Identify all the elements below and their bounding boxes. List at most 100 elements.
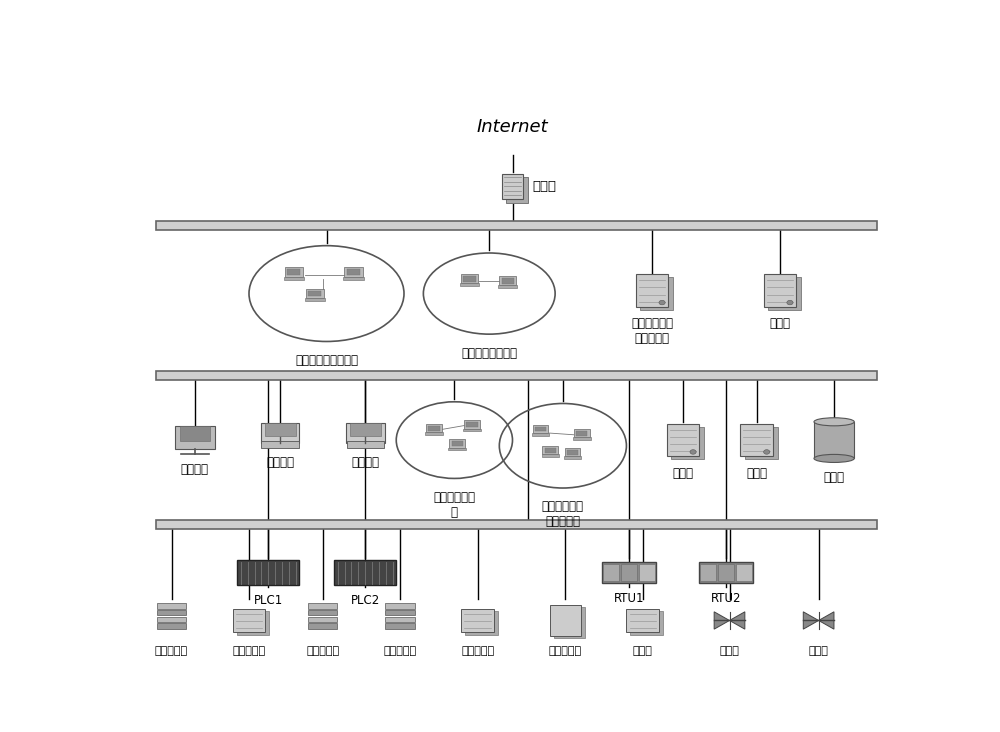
Text: 防火墙: 防火墙 (533, 180, 557, 193)
Polygon shape (803, 612, 819, 630)
FancyBboxPatch shape (261, 441, 299, 448)
Text: 服务器: 服务器 (746, 466, 767, 479)
FancyBboxPatch shape (284, 277, 304, 280)
FancyBboxPatch shape (463, 429, 481, 431)
FancyBboxPatch shape (463, 276, 476, 282)
Circle shape (764, 449, 770, 454)
FancyBboxPatch shape (764, 274, 796, 307)
Circle shape (787, 300, 793, 305)
FancyBboxPatch shape (768, 277, 801, 310)
FancyBboxPatch shape (498, 285, 517, 288)
Text: 服务器: 服务器 (769, 317, 790, 330)
FancyBboxPatch shape (156, 221, 877, 231)
FancyBboxPatch shape (452, 441, 463, 446)
FancyBboxPatch shape (564, 456, 581, 459)
FancyBboxPatch shape (308, 291, 321, 296)
FancyBboxPatch shape (565, 448, 580, 456)
FancyBboxPatch shape (346, 423, 385, 444)
FancyBboxPatch shape (550, 605, 581, 636)
FancyBboxPatch shape (542, 454, 559, 457)
FancyBboxPatch shape (636, 274, 668, 307)
Text: 压差传感器: 压差传感器 (306, 646, 339, 656)
FancyBboxPatch shape (308, 624, 337, 629)
FancyBboxPatch shape (264, 423, 296, 436)
FancyBboxPatch shape (350, 423, 381, 436)
FancyBboxPatch shape (502, 278, 514, 283)
FancyBboxPatch shape (448, 448, 466, 450)
FancyBboxPatch shape (545, 448, 556, 452)
FancyBboxPatch shape (385, 610, 415, 616)
FancyBboxPatch shape (639, 564, 655, 581)
FancyBboxPatch shape (308, 610, 337, 616)
FancyBboxPatch shape (334, 560, 396, 586)
FancyBboxPatch shape (461, 274, 478, 283)
FancyBboxPatch shape (425, 433, 443, 435)
Text: 电磁阀: 电磁阀 (720, 646, 739, 656)
FancyBboxPatch shape (157, 624, 186, 629)
FancyBboxPatch shape (156, 371, 877, 380)
FancyBboxPatch shape (426, 424, 442, 433)
Text: 人机界面: 人机界面 (181, 463, 209, 476)
FancyBboxPatch shape (156, 520, 877, 529)
FancyBboxPatch shape (305, 299, 325, 302)
FancyBboxPatch shape (233, 608, 265, 632)
FancyBboxPatch shape (533, 425, 548, 433)
FancyBboxPatch shape (157, 610, 186, 616)
FancyBboxPatch shape (308, 616, 337, 622)
Ellipse shape (814, 418, 854, 426)
Text: 电磁阀: 电磁阀 (809, 646, 829, 656)
FancyBboxPatch shape (554, 608, 585, 638)
FancyBboxPatch shape (385, 603, 415, 608)
FancyBboxPatch shape (180, 426, 210, 441)
FancyBboxPatch shape (506, 177, 528, 203)
FancyBboxPatch shape (535, 427, 546, 431)
FancyBboxPatch shape (499, 277, 516, 285)
FancyBboxPatch shape (576, 431, 587, 436)
FancyBboxPatch shape (347, 269, 360, 275)
FancyBboxPatch shape (736, 564, 752, 581)
FancyBboxPatch shape (308, 603, 337, 608)
Text: 水处理设备管理系统: 水处理设备管理系统 (295, 354, 358, 367)
FancyBboxPatch shape (460, 283, 479, 286)
Text: PLC2: PLC2 (351, 594, 380, 607)
FancyBboxPatch shape (465, 611, 498, 635)
FancyBboxPatch shape (630, 611, 663, 635)
Text: 液位变送器: 液位变送器 (461, 646, 494, 656)
Text: 物位计: 物位计 (633, 646, 653, 656)
FancyBboxPatch shape (621, 564, 637, 581)
FancyBboxPatch shape (574, 429, 590, 437)
Circle shape (690, 449, 696, 454)
FancyBboxPatch shape (567, 450, 578, 455)
Text: 操作员站: 操作员站 (351, 457, 379, 469)
Text: RTU1: RTU1 (614, 591, 644, 605)
FancyBboxPatch shape (542, 446, 558, 454)
Circle shape (659, 300, 665, 305)
Text: 工程师站: 工程师站 (266, 457, 294, 469)
Text: 压力变送器: 压力变送器 (232, 646, 266, 656)
Polygon shape (714, 612, 730, 630)
Text: RTU2: RTU2 (710, 591, 741, 605)
FancyBboxPatch shape (573, 437, 591, 440)
FancyBboxPatch shape (502, 173, 523, 199)
FancyBboxPatch shape (385, 616, 415, 622)
Text: 电磁流量计: 电磁流量计 (549, 646, 582, 656)
FancyBboxPatch shape (640, 277, 673, 310)
FancyBboxPatch shape (428, 426, 440, 430)
FancyBboxPatch shape (603, 564, 619, 581)
FancyBboxPatch shape (237, 560, 299, 586)
FancyBboxPatch shape (532, 433, 549, 436)
FancyBboxPatch shape (157, 603, 186, 608)
FancyBboxPatch shape (718, 564, 734, 581)
FancyBboxPatch shape (287, 269, 300, 275)
FancyBboxPatch shape (667, 424, 699, 457)
Text: 液位传感器: 液位传感器 (155, 646, 188, 656)
Ellipse shape (814, 455, 854, 463)
FancyBboxPatch shape (626, 608, 659, 632)
Text: Internet: Internet (477, 119, 548, 136)
Text: 企业资源计划系统: 企业资源计划系统 (461, 346, 517, 359)
FancyBboxPatch shape (814, 422, 854, 458)
FancyBboxPatch shape (449, 439, 465, 448)
Polygon shape (730, 612, 745, 630)
FancyBboxPatch shape (175, 426, 215, 449)
FancyBboxPatch shape (698, 562, 753, 583)
